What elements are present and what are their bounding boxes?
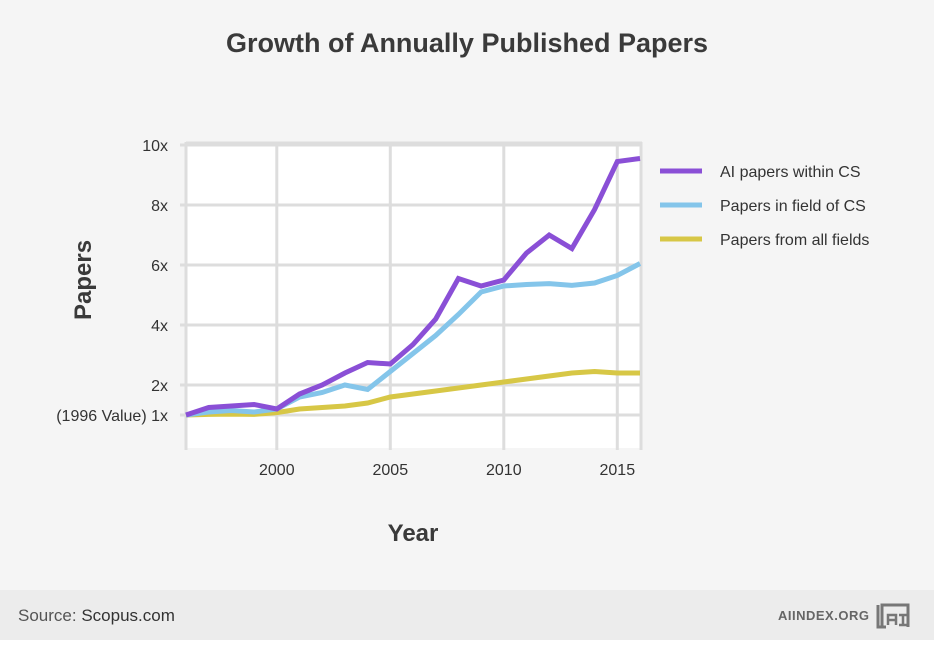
- y-tick-label: (1996 Value) 1x: [56, 408, 168, 425]
- y-tick-label: 6x: [151, 258, 168, 275]
- source-name: Scopus.com: [81, 606, 175, 625]
- ai-index-logo-icon: [876, 603, 910, 629]
- source-note: Source: Scopus.com: [18, 606, 175, 626]
- x-axis-label: Year: [387, 520, 439, 547]
- brand-text: AIINDEX.ORG: [778, 608, 870, 623]
- x-tick-label: 2005: [373, 462, 409, 479]
- legend-label: Papers in field of CS: [720, 198, 866, 215]
- y-tick-label: 10x: [142, 138, 168, 155]
- chart-title: Growth of Annually Published Papers: [225, 28, 709, 58]
- series-line: [185, 261, 642, 418]
- y-tick-label: 4x: [151, 318, 168, 335]
- series-line: [185, 156, 641, 418]
- y-tick-label: 8x: [151, 198, 168, 215]
- series-line: [185, 368, 640, 418]
- x-tick-label: 2015: [600, 462, 636, 479]
- x-tick-label: 2010: [486, 462, 522, 479]
- plot-area: [186, 142, 642, 448]
- legend-label: AI papers within CS: [720, 164, 861, 181]
- line-chart: 10x 8x 6x 4x 2x (1996 Value) 1x 2000 2005 2010 20…: [56, 138, 869, 479]
- source-prefix: Source:: [18, 606, 77, 625]
- x-tick-label: 2000: [259, 462, 295, 479]
- footer: [0, 590, 934, 640]
- y-tick-label: 2x: [151, 378, 168, 395]
- legend-label: Papers from all fields: [720, 232, 869, 249]
